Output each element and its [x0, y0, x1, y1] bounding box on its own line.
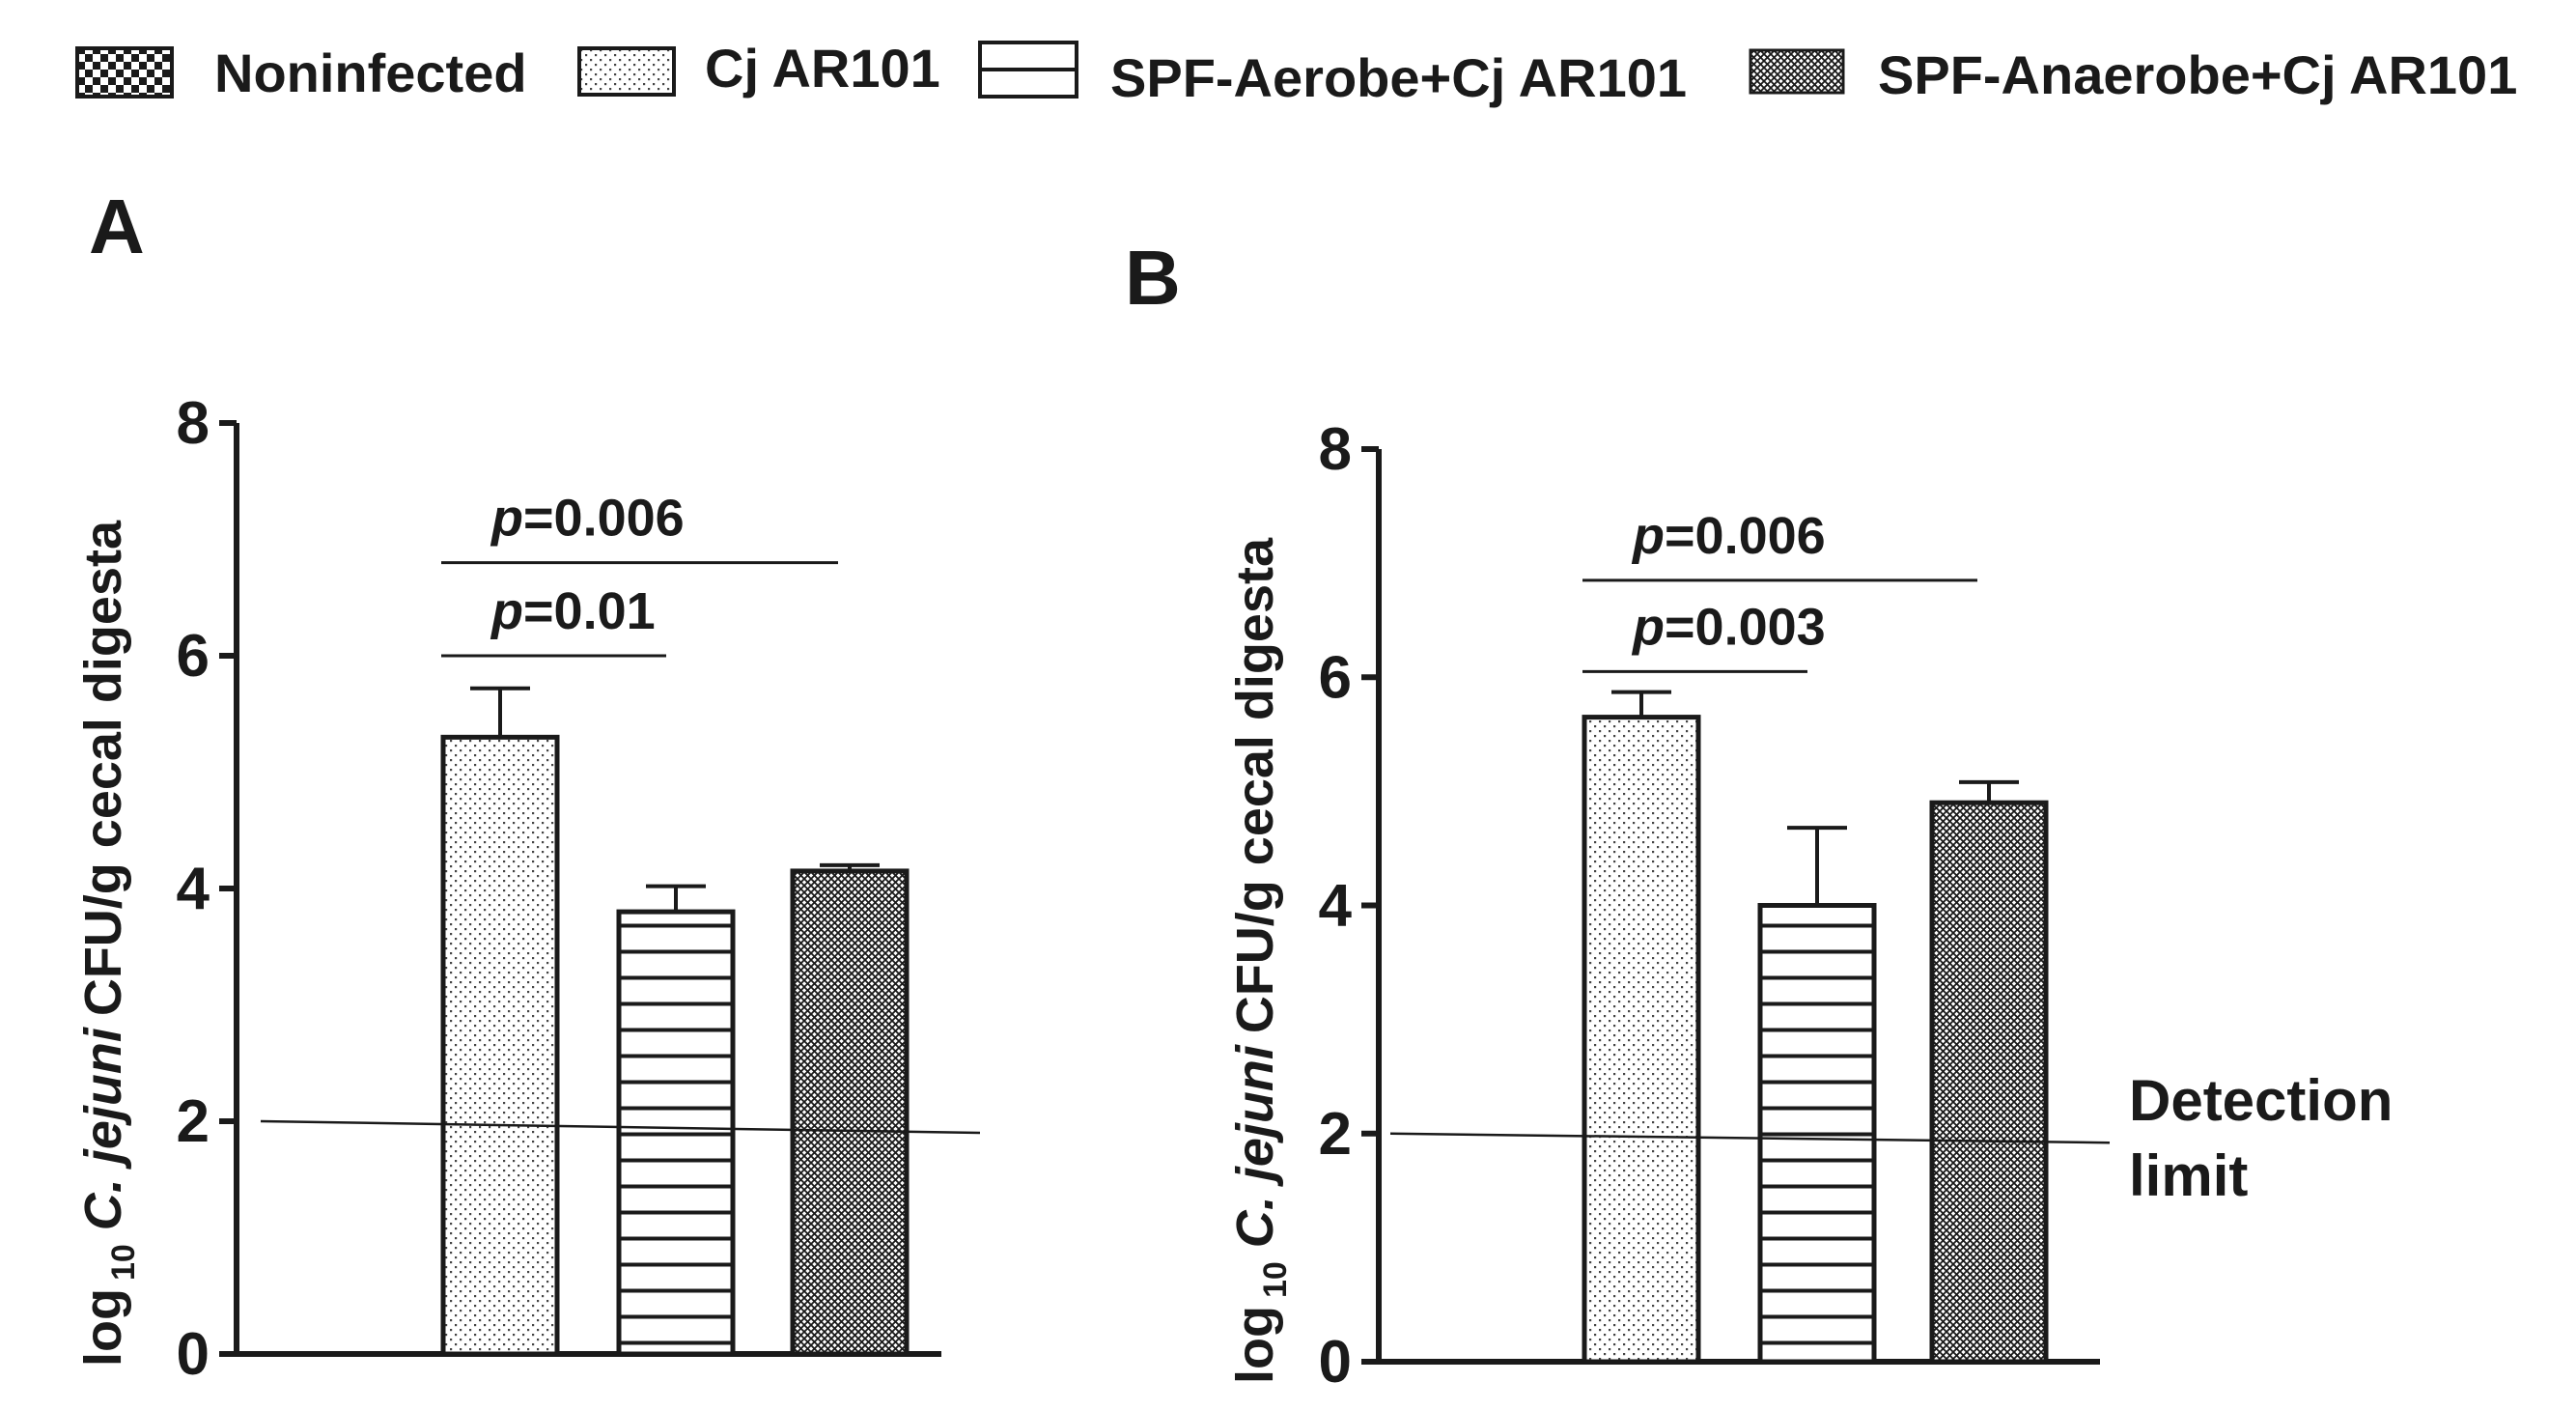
panel-a-y-tick-label-6: 6: [177, 623, 210, 690]
panel-a-bar-2: [616, 909, 736, 1357]
panel-a-detection-limit-line: [260, 1119, 981, 1135]
panel-b-p-value-0: p=0.003: [1631, 598, 1826, 656]
y-axis-title-a-log: log: [74, 1288, 132, 1367]
panel-b-p-value-1: p=0.006: [1631, 507, 1826, 565]
legend-label-spf-anaerobe: SPF-Anaerobe+Cj AR101: [1878, 44, 2517, 105]
panel-b-y-tick-label-0: 0: [1319, 1329, 1352, 1396]
panel-a-y-tick-label-2: 2: [177, 1088, 210, 1155]
panel-b-y-tick-label-4: 4: [1319, 873, 1353, 940]
y-axis-title-a: log 10 C. jejuni CFU/g cecal digesta: [74, 520, 142, 1367]
legend-item-spf-anaerobe: SPF-Anaerobe+Cj AR101: [1749, 44, 2517, 105]
legend-item-noninfected: Noninfected: [75, 42, 527, 103]
panel-a-y-tick-label-8: 8: [177, 390, 210, 457]
legend-item-cj-ar101: Cj AR101: [577, 38, 940, 99]
panel-b-chart: 0 2 4 6 8 p=0.003 p=0.006: [1319, 416, 2111, 1396]
legend-item-spf-aerobe: SPF-Aerobe+Cj AR101: [978, 41, 1687, 108]
panel-label-b: B: [1125, 235, 1181, 321]
legend-swatch-spf-anaerobe: [1749, 48, 1845, 95]
panel-a-chart: 0 2 4 6 8 p=0.01 p=0.006: [177, 390, 981, 1388]
legend-swatch-noninfected: [75, 46, 174, 99]
y-axis-title-b-rest: CFU/g cecal digesta: [1226, 537, 1284, 1033]
detection-limit-label-line2: limit: [2129, 1143, 2248, 1208]
y-axis-title-b-species: C. jejuni: [1226, 1044, 1284, 1248]
y-axis-title-a-species: C. jejuni: [74, 1027, 132, 1230]
panel-b-y-tick-label-8: 8: [1319, 416, 1352, 483]
y-axis-title-b: log 10 C. jejuni CFU/g cecal digesta: [1226, 537, 1294, 1384]
panel-a-y-tick-label-4: 4: [177, 856, 210, 922]
panel-b-y-tick-label-6: 6: [1319, 644, 1352, 711]
panel-b-bar-1: [1582, 715, 1701, 1365]
panel-b-detection-limit-line: [1389, 1132, 2111, 1144]
y-axis-title-b-log: log: [1226, 1306, 1284, 1384]
y-axis-title-b-sub: 10: [1257, 1261, 1294, 1298]
panel-b-bar-3: [1929, 800, 2049, 1365]
panel-label-a: A: [89, 183, 145, 269]
panel-a-p-value-1: p=0.006: [490, 490, 685, 548]
y-axis-title-a-sub: 10: [105, 1244, 142, 1281]
panel-a-p-value-0: p=0.01: [490, 582, 656, 640]
panel-b-bar-2: [1757, 903, 1877, 1365]
legend-label-cj-ar101: Cj AR101: [705, 38, 940, 99]
panel-b-y-tick-label-2: 2: [1319, 1101, 1352, 1168]
legend-label-spf-aerobe: SPF-Aerobe+Cj AR101: [1110, 47, 1687, 108]
panel-a-bar-1: [440, 734, 560, 1357]
panel-a-y-tick-label-0: 0: [177, 1321, 210, 1388]
y-axis-title-a-rest: CFU/g cecal digesta: [74, 520, 132, 1016]
legend: Noninfected Cj AR101 SPF-Aerobe+Cj AR101…: [75, 38, 2517, 108]
legend-swatch-cj-ar101: [577, 46, 676, 97]
detection-limit-label-line1: Detection: [2129, 1068, 2393, 1133]
legend-label-noninfected: Noninfected: [214, 42, 527, 103]
panel-a-bar-3: [790, 868, 910, 1357]
